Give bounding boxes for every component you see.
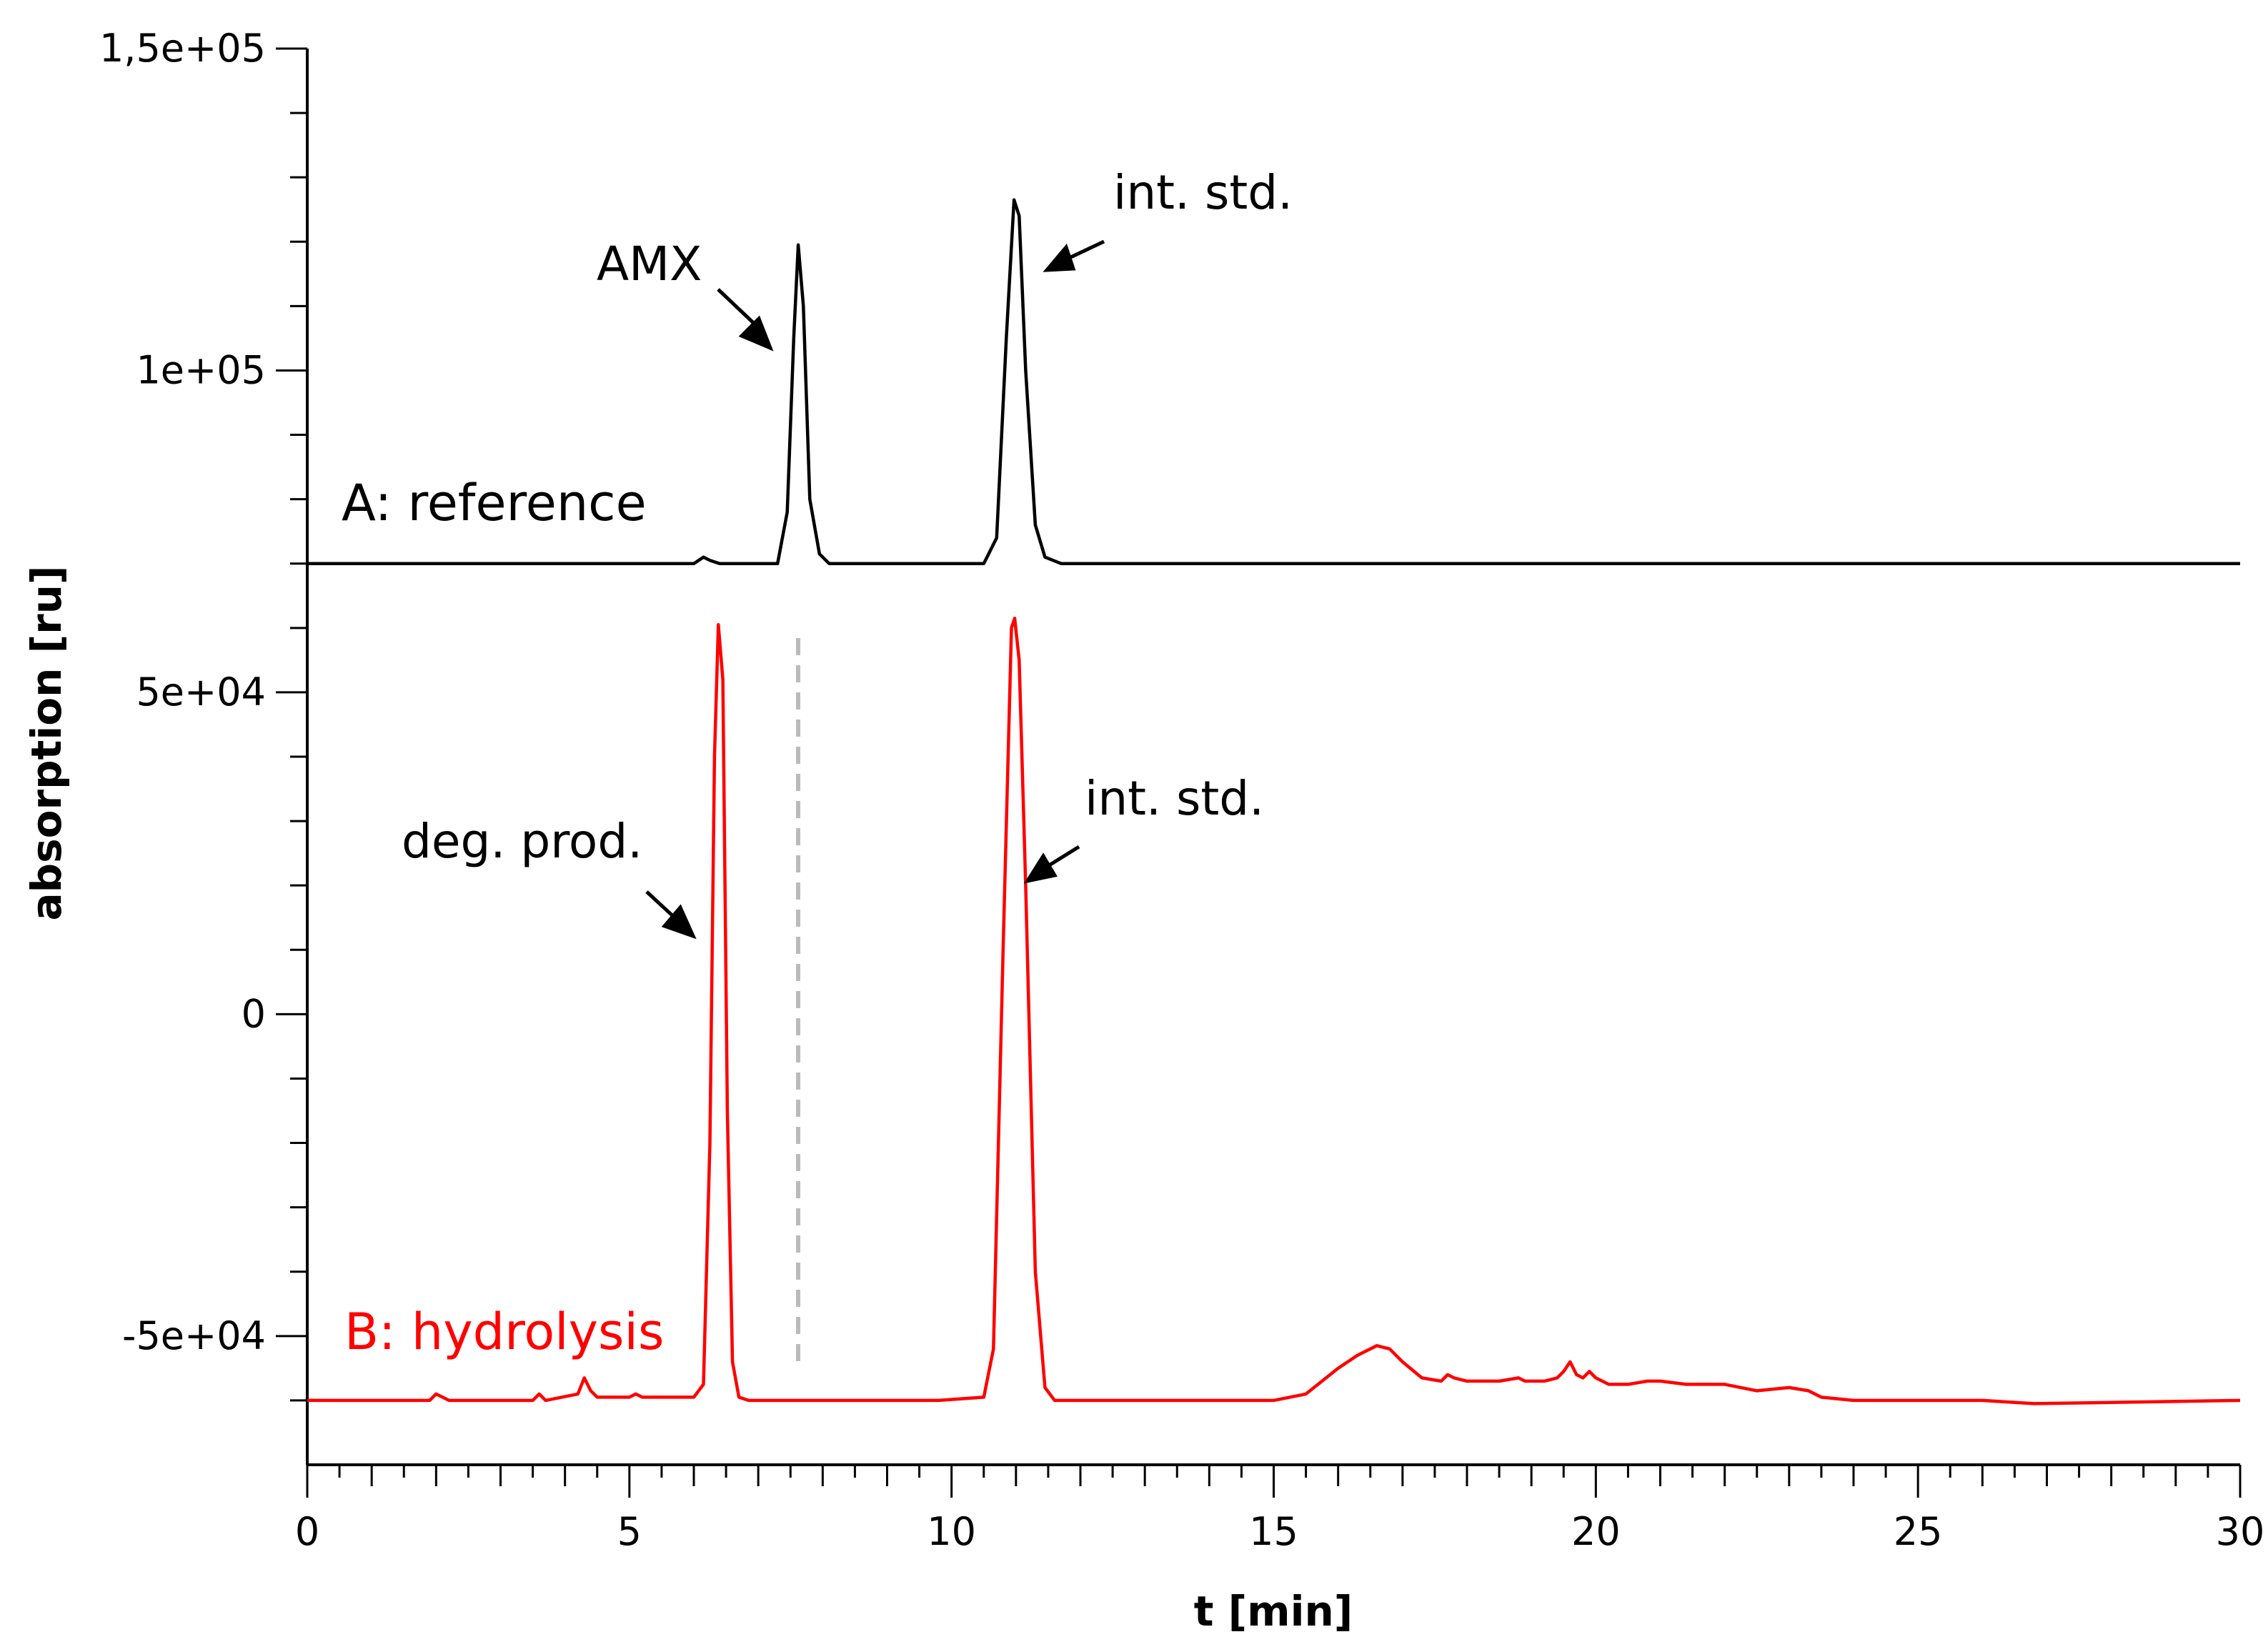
arrow-int-std-b: [1023, 845, 1080, 884]
x-tick-label: 15: [1249, 1509, 1298, 1554]
annotation-arrows: [645, 239, 1105, 940]
annotation-int-std-b: int. std.: [1085, 771, 1264, 826]
x-tick-label: 5: [617, 1509, 642, 1554]
x-tick-label: 10: [927, 1509, 976, 1554]
y-tick-label: 1,5e+05: [99, 26, 266, 71]
x-tick-label: 0: [295, 1509, 319, 1554]
x-tick-label: 20: [1571, 1509, 1621, 1554]
x-axis-ticks: 0 5 10 15 20 25 30: [295, 1465, 2265, 1554]
series-line-hydrolysis: [307, 617, 2241, 1405]
x-tick-label: 30: [2216, 1509, 2265, 1554]
x-tick-label: 25: [1894, 1509, 1943, 1554]
y-tick-label: 5e+04: [136, 670, 266, 715]
series-label-hydrolysis: B: hydrolysis: [344, 1303, 664, 1361]
annotation-amx: AMX: [597, 237, 702, 292]
y-axis-title: absorption [ru]: [22, 566, 71, 921]
arrow-deg-prod: [645, 890, 697, 940]
y-tick-label: 0: [242, 991, 266, 1036]
series-label-reference: A: reference: [342, 474, 647, 532]
y-axis-ticks: -5e+04 0 5e+04 1e+05 1,5e+05: [99, 26, 307, 1402]
x-axis-title: t [min]: [1194, 1587, 1353, 1636]
series-line-reference: [307, 198, 2240, 565]
y-tick-label: -5e+04: [122, 1313, 266, 1358]
arrow-int-std-a: [1043, 239, 1105, 272]
annotation-deg-prod: deg. prod.: [402, 814, 642, 869]
arrow-amx: [717, 288, 774, 352]
annotation-int-std-a: int. std.: [1113, 165, 1293, 220]
y-tick-label: 1e+05: [136, 347, 266, 392]
series-lines: [307, 198, 2241, 1405]
